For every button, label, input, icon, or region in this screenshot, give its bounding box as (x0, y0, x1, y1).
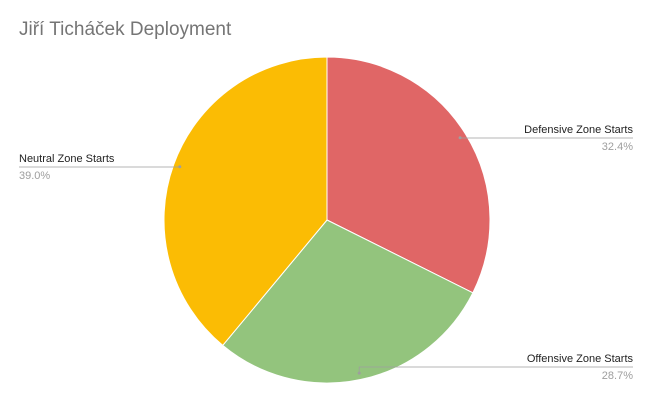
chart-title: Jiří Ticháček Deployment (19, 19, 232, 40)
slice-labels: Defensive Zone Starts 32.4% Offensive Zone… (19, 124, 633, 382)
leader-dot-defensive-zone-starts (458, 136, 462, 140)
leader-line-offensive-zone-starts (358, 366, 633, 374)
pie-slice-offensive-zone-starts (222, 219, 474, 384)
leader-dot-neutral-zone-starts (178, 165, 182, 169)
pie-slice-neutral-zone-starts (163, 56, 328, 347)
pie-slice-defensive-zone-starts (326, 56, 491, 294)
leader-lines (19, 136, 633, 375)
slice-label-defensive-zone-starts: Defensive Zone Starts (524, 124, 633, 136)
slice-label-offensive-zone-starts: Offensive Zone Starts (527, 353, 634, 365)
slice-value-neutral-zone-starts: 39.0% (19, 170, 50, 182)
pie-slices (163, 56, 491, 384)
slice-value-defensive-zone-starts: 32.4% (602, 141, 633, 153)
slice-label-neutral-zone-starts: Neutral Zone Starts (19, 153, 115, 165)
leader-dot-offensive-zone-starts (357, 371, 361, 375)
slice-value-offensive-zone-starts: 28.7% (602, 370, 633, 382)
